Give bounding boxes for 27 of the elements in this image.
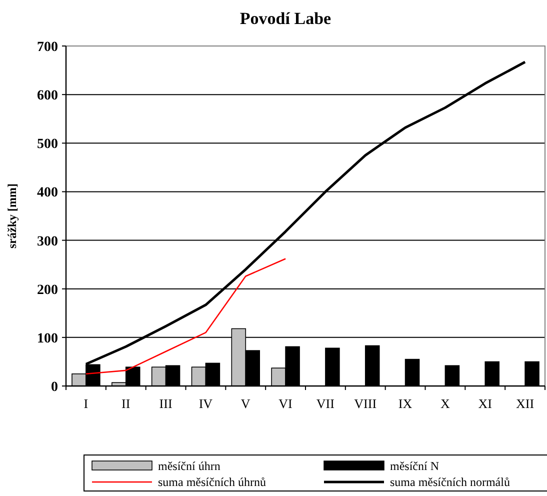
x-tick-label: VIII [354, 396, 377, 411]
y-tick-label: 0 [51, 380, 58, 395]
x-tick-label: VII [316, 396, 334, 411]
x-tick-label: VI [278, 396, 292, 411]
x-tick-label: XII [516, 396, 534, 411]
y-tick-label: 700 [37, 40, 58, 55]
x-tick-label: X [440, 396, 451, 411]
legend-label: měsíční úhrn [158, 459, 220, 473]
chart-title: Povodí Labe [240, 9, 332, 28]
x-tick-label: II [122, 396, 130, 411]
x-tick-label: V [240, 396, 251, 411]
x-tick-label: IX [398, 396, 413, 411]
y-tick-label: 400 [37, 186, 58, 201]
legend-label: suma měsíčních normálů [390, 475, 510, 489]
y-tick-label: 500 [37, 137, 58, 152]
legend-label: suma měsíčních úhrnů [158, 475, 266, 489]
y-axis-title: srážky [mm] [5, 184, 19, 248]
line-series [85, 258, 286, 375]
x-tick-label: IV [198, 396, 214, 411]
x-tick-label: III [159, 396, 172, 411]
y-tick-label: 200 [37, 282, 58, 298]
y-tick-label: 300 [37, 234, 58, 250]
y-tick-label: 100 [37, 331, 58, 346]
x-tick-label: I [84, 396, 88, 411]
legend-label: měsíční N [390, 459, 440, 473]
x-tick-label: XI [478, 396, 492, 411]
y-tick-label: 600 [37, 88, 58, 104]
